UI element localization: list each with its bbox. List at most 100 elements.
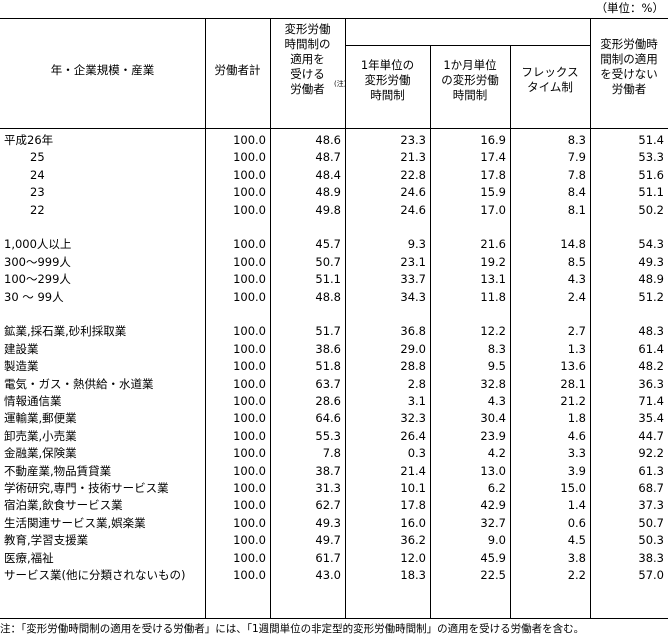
cell: 64.6 [315,411,341,426]
cell: 100.0 [233,533,266,548]
row-label: 電気・ガス・熱供給・水道業 [4,376,154,391]
cell: 22.8 [400,167,426,182]
cell: 100.0 [233,289,266,304]
cell: 100.0 [233,481,266,495]
row-label: 卸売業,小売業 [4,428,77,443]
cell: 28.6 [315,394,341,408]
cell: 9.0 [487,533,506,548]
cell: 0.3 [407,446,426,461]
cell: 22.5 [480,568,506,582]
cell: 15.9 [480,185,506,200]
cell: 19.2 [480,254,506,269]
row-label: サービス業(他に分類されないもの) [4,568,186,582]
rule [430,45,431,618]
cell: 48.4 [315,167,341,182]
header-text: 時間制 [370,88,405,102]
header-text: 間制の適用 [600,52,658,66]
cell: 21.2 [560,394,586,408]
cell: 61.4 [638,341,664,356]
row-label: 宿泊業,飲食サービス業 [4,498,123,513]
cell: 9.5 [487,359,506,374]
cell: 50.2 [638,202,664,217]
row-label: 100～299人 [4,272,71,287]
cell: 12.2 [480,324,506,339]
cell: 31.3 [315,481,341,495]
cell: 100.0 [233,428,266,443]
cell: 100.0 [233,167,266,182]
cell: 100.0 [233,133,266,147]
cell: 24.6 [400,185,426,200]
cell: 51.4 [638,133,664,147]
row-label: 教育,学習支援業 [4,533,89,548]
header-text: フレックス [521,65,579,79]
cell: 13.0 [480,463,506,478]
cell: 100.0 [233,359,266,374]
cell: 100.0 [233,568,266,582]
cell: 13.1 [480,272,506,287]
row-label: 生活関連サービス業,娯楽業 [4,515,146,530]
cell: 24.6 [400,202,426,217]
cell: 100.0 [233,498,266,513]
cell: 4.3 [567,272,586,287]
header-text: タイム制 [527,80,573,94]
cell: 15.0 [560,481,586,495]
cell: 61.3 [638,463,664,478]
cell: 14.8 [560,237,586,252]
cell: 45.7 [315,237,341,252]
row-label: 23 [30,185,45,200]
cell: 49.3 [638,254,664,269]
cell: 3.1 [407,394,426,408]
row-label: 平成26年 [4,133,54,147]
rule [510,45,511,618]
cell: 100.0 [233,463,266,478]
row-label: 医療,福祉 [4,550,54,565]
cell: 48.6 [315,133,341,147]
cell: 34.3 [400,289,426,304]
rule [0,18,668,19]
cell: 30.4 [480,411,506,426]
cell: 1.3 [567,341,586,356]
row-label: 22 [30,202,45,217]
cell: 48.9 [638,272,664,287]
cell: 4.5 [567,533,586,548]
row-label: 学術研究,専門・技術サービス業 [4,481,169,495]
cell: 4.2 [487,446,506,461]
cell: 44.7 [638,428,664,443]
cell: 4.3 [487,394,506,408]
cell: 12.0 [400,550,426,565]
cell: 17.8 [400,498,426,513]
cell: 29.0 [400,341,426,356]
row-label: 24 [30,167,45,182]
header-text: 時間制 [452,88,488,102]
cell: 71.4 [638,394,664,408]
cell: 100.0 [233,254,266,269]
cell: 49.3 [315,515,341,530]
rule [0,618,668,619]
cell: 42.9 [480,498,506,513]
header-total: 労働者計 [214,63,261,77]
cell: 28.1 [560,376,586,391]
cell: 4.6 [567,428,586,443]
cell: 100.0 [233,376,266,391]
cell: 2.7 [567,324,586,339]
cell: 18.3 [400,568,426,582]
cell: 100.0 [233,237,266,252]
header-text: 変形労働 [364,73,411,87]
row-label: 1,000人以上 [4,237,72,252]
header-text: の変形労働 [441,73,499,87]
cell: 1.4 [567,498,586,513]
cell: 21.6 [480,237,506,252]
cell: 51.8 [315,359,341,374]
row-label: 運輸業,郵便業 [4,411,77,426]
cell: 50.7 [638,515,664,530]
cell: 32.3 [400,411,426,426]
cell: 100.0 [233,202,266,217]
cell: 28.8 [400,359,426,374]
cell: 9.3 [407,237,426,252]
cell: 1.8 [567,411,586,426]
header-text: 受ける [290,67,325,81]
cell: 36.2 [400,533,426,548]
row-label: 25 [30,150,45,165]
cell: 2.8 [407,376,426,391]
